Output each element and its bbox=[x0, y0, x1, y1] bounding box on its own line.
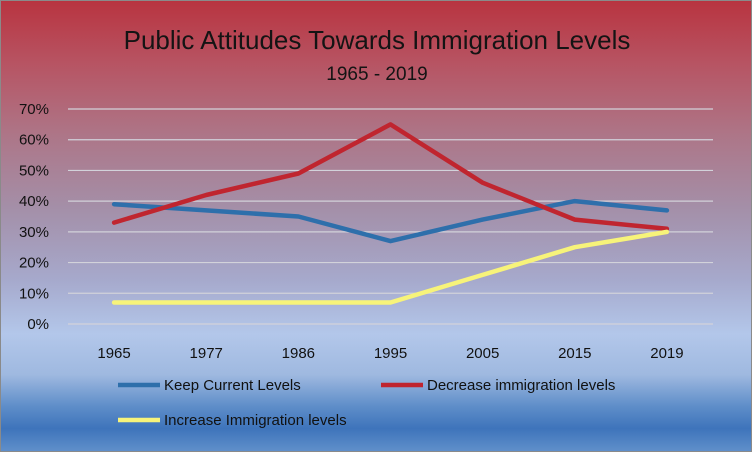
x-tick-label: 2005 bbox=[466, 345, 499, 362]
y-tick-label: 0% bbox=[27, 316, 49, 333]
x-tick-label: 2015 bbox=[558, 345, 591, 362]
x-tick-label: 1977 bbox=[190, 345, 223, 362]
series-line-2 bbox=[111, 122, 670, 232]
x-tick-label: 1965 bbox=[97, 345, 130, 362]
y-tick-label: 70% bbox=[19, 101, 49, 118]
chart-title: Public Attitudes Towards Immigration Lev… bbox=[124, 25, 631, 55]
x-tick-label: 2019 bbox=[650, 345, 683, 362]
y-tick-label: 10% bbox=[19, 285, 49, 302]
series-line-1 bbox=[111, 198, 670, 244]
series-lines bbox=[111, 122, 670, 305]
legend: Keep Current Levels Decrease immigration … bbox=[118, 377, 615, 429]
gridlines bbox=[68, 108, 713, 325]
x-tick-label: 1986 bbox=[282, 345, 315, 362]
x-axis-ticks: 1965 1977 1986 1995 2005 2015 2019 bbox=[97, 345, 683, 362]
y-tick-label: 60% bbox=[19, 132, 49, 149]
y-tick-label: 30% bbox=[19, 224, 49, 241]
x-tick-label: 1995 bbox=[374, 345, 407, 362]
series-line-3 bbox=[111, 229, 670, 305]
y-tick-label: 40% bbox=[19, 193, 49, 210]
y-axis-ticks: 0% 10% 20% 30% 40% 50% 60% 70% bbox=[19, 101, 49, 333]
legend-label: Keep Current Levels bbox=[164, 377, 301, 394]
chart-subtitle: 1965 - 2019 bbox=[326, 64, 427, 85]
legend-label: Increase Immigration levels bbox=[164, 412, 347, 429]
legend-label: Decrease immigration levels bbox=[427, 377, 615, 394]
y-tick-label: 50% bbox=[19, 162, 49, 179]
y-tick-label: 20% bbox=[19, 255, 49, 272]
